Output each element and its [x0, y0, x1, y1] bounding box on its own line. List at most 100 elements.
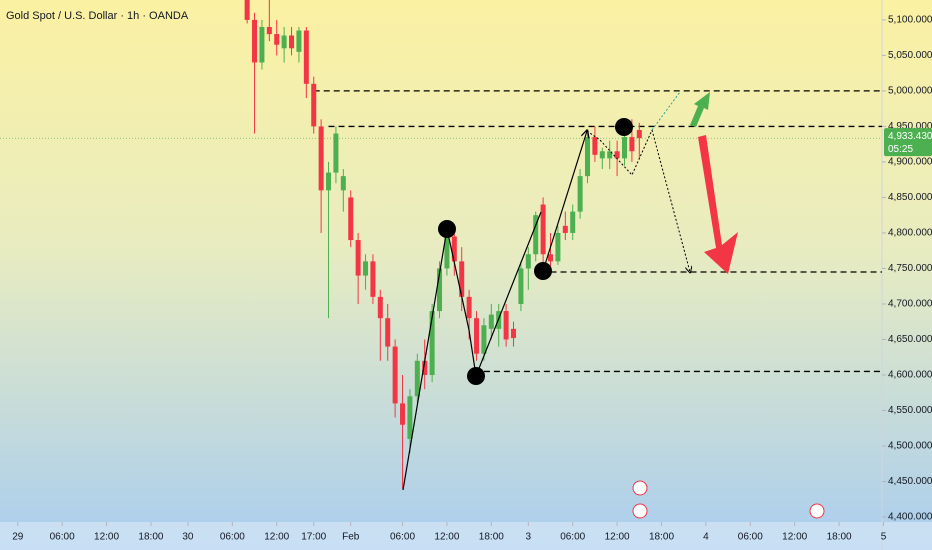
candle-body	[548, 254, 554, 262]
candle-body	[474, 318, 480, 354]
last-price-box	[884, 128, 932, 157]
y-tick-label: 4,400.000	[888, 512, 932, 523]
candle-body	[303, 30, 309, 84]
x-tick-label: 18:00	[138, 532, 163, 543]
candle-body	[488, 314, 494, 329]
candle-body	[392, 346, 398, 404]
y-tick-label: 4,450.000	[888, 476, 932, 487]
trend-line	[542, 131, 587, 272]
chart-title: Gold Spot / U.S. Dollar · 1h · OANDA	[6, 10, 189, 22]
x-tick-label: 30	[182, 532, 194, 543]
candle-body	[355, 240, 361, 276]
y-tick-label: 4,650.000	[888, 334, 932, 345]
candle-body	[259, 26, 265, 63]
candle-body	[318, 126, 324, 191]
candle-body	[340, 176, 346, 191]
candle-body	[585, 137, 591, 177]
candle-body	[326, 172, 332, 191]
candle-body	[511, 328, 517, 339]
candle-body	[444, 236, 450, 269]
event-icon	[809, 503, 825, 519]
swing-marker	[615, 118, 633, 136]
projection-down	[651, 129, 690, 272]
x-tick-label: 06:00	[738, 532, 763, 543]
swing-marker	[467, 367, 485, 385]
x-tick-label: 29	[12, 532, 24, 543]
y-tick-label: 5,000.000	[888, 86, 932, 97]
x-tick-label: 18:00	[827, 532, 852, 543]
y-tick-label: 5,050.000	[888, 50, 932, 61]
swing-marker	[534, 262, 552, 280]
last-price-label: 4,933.430	[888, 131, 932, 142]
x-tick-label: 12:00	[434, 532, 459, 543]
candle-body	[333, 133, 339, 173]
event-icon	[632, 480, 648, 496]
time-axis-strip	[0, 522, 932, 550]
candle-body	[577, 176, 583, 212]
candle-body	[636, 129, 642, 139]
candle-body	[622, 137, 628, 159]
candle-body	[414, 360, 420, 397]
x-tick-label: 06:00	[50, 532, 75, 543]
drawings	[402, 91, 825, 519]
y-tick-label: 4,750.000	[888, 263, 932, 274]
candle-body	[422, 360, 428, 375]
candle-body	[555, 232, 561, 262]
candle-body	[296, 30, 302, 52]
x-tick-label: 17:00	[301, 532, 326, 543]
candle-body	[400, 403, 406, 425]
candle-body	[377, 296, 383, 319]
candle-body	[518, 268, 524, 304]
candle-body	[459, 261, 465, 297]
candle-body	[274, 34, 280, 45]
countdown: 05:25	[888, 144, 913, 155]
x-tick-label: 12:00	[782, 532, 807, 543]
candle-body	[614, 151, 620, 159]
up-arrow	[690, 92, 710, 127]
x-tick-label: 18:00	[479, 532, 504, 543]
x-tick-label: 12:00	[94, 532, 119, 543]
plot	[0, 0, 882, 489]
x-tick-label: 18:00	[649, 532, 674, 543]
x-tick-label: 5	[881, 532, 887, 543]
candle-body	[629, 137, 635, 152]
candle-body	[281, 35, 287, 49]
y-tick-label: 4,600.000	[888, 370, 932, 381]
candle-body	[533, 215, 539, 255]
candle-body	[289, 35, 295, 49]
x-tick-label: 12:00	[264, 532, 289, 543]
candle-body	[311, 83, 317, 127]
x-tick-label: 06:00	[220, 532, 245, 543]
x-tick-label: 06:00	[560, 532, 585, 543]
y-tick-label: 4,500.000	[888, 441, 932, 452]
candle-body	[252, 19, 258, 63]
candle-body	[407, 396, 413, 439]
x-tick-label: 4	[703, 532, 709, 543]
y-tick-label: 4,800.000	[888, 228, 932, 239]
candle-body	[540, 204, 546, 255]
down-arrow	[698, 135, 738, 274]
event-icon	[632, 503, 648, 519]
candle-body	[570, 211, 576, 233]
candle-body	[385, 318, 391, 347]
candle-body	[348, 197, 354, 241]
candle-body	[429, 311, 435, 375]
y-tick-label: 4,550.000	[888, 405, 932, 416]
y-tick-label: 4,700.000	[888, 299, 932, 310]
swing-marker	[438, 220, 456, 238]
candle-body	[525, 254, 531, 269]
x-tick-label: 12:00	[605, 532, 630, 543]
x-tick-label: 06:00	[390, 532, 415, 543]
candle-body	[451, 236, 457, 262]
y-tick-label: 4,900.000	[888, 157, 932, 168]
candle-body	[466, 296, 472, 319]
candle-body	[481, 325, 487, 354]
candle-body	[363, 261, 369, 276]
candle-body	[562, 225, 568, 233]
x-tick-label: 3	[526, 532, 532, 543]
candle-body	[244, 0, 250, 20]
candle-body	[599, 151, 605, 159]
x-tick-label: Feb	[342, 532, 360, 543]
